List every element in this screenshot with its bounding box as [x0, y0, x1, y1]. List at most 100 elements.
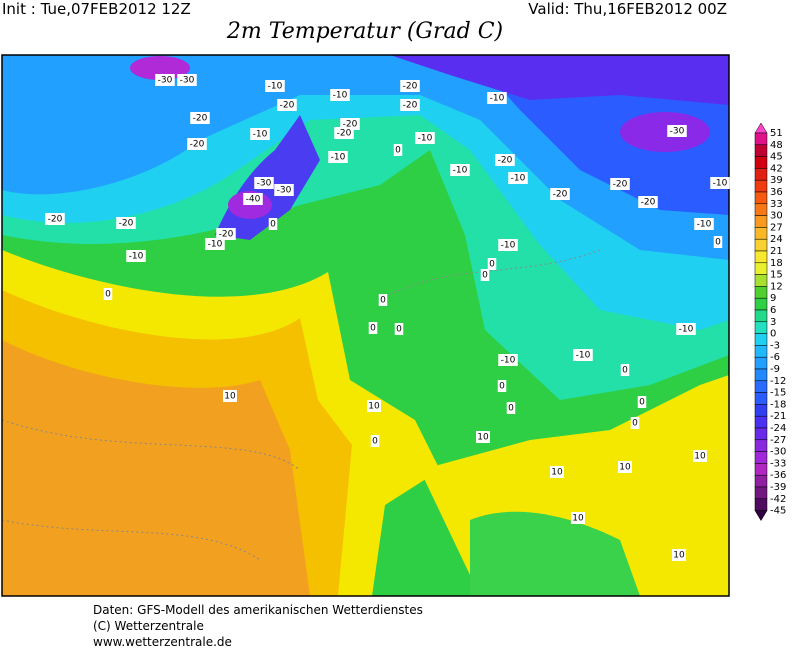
contour-label: 10: [572, 514, 584, 524]
colorbar-cell: [754, 356, 768, 370]
contour-label-box: [498, 354, 518, 366]
contour-label-box: [334, 127, 354, 139]
contour-label-box: [155, 74, 175, 86]
contour-label: -20: [280, 101, 295, 111]
contour-label-box: [637, 396, 647, 408]
contour-label: -10: [501, 241, 516, 251]
colorbar-cell: [754, 404, 768, 417]
contour-label-box: [400, 99, 420, 111]
footer-source: Daten: GFS-Modell des amerikanischen Wet…: [93, 603, 423, 617]
colorbar-label: -15: [770, 388, 786, 399]
contour-label: 10: [673, 551, 685, 561]
contour-label-box: [610, 178, 630, 190]
colorbar-label: 6: [770, 305, 776, 316]
contour-label: -10: [679, 325, 694, 335]
contour-label-box: [394, 323, 404, 335]
colorbar-cell: [754, 274, 768, 287]
colorbar-cell: [754, 368, 768, 382]
field-orange: [2, 340, 310, 596]
contour-label: 0: [105, 290, 111, 300]
colorbar-label: -6: [770, 352, 780, 363]
contour-label-box: [638, 196, 658, 208]
contour-label: 0: [508, 404, 514, 414]
contour-label: -10: [253, 130, 268, 140]
colorbar-label: 42: [770, 163, 783, 174]
colorbar-cell: [754, 191, 768, 205]
init-time: Init : Tue,07FEB2012 12Z: [2, 0, 191, 18]
contour-label: -20: [403, 82, 418, 92]
colorbar-cell: [754, 215, 768, 228]
contour-label-box: [693, 450, 707, 462]
colorbar-label: 9: [770, 293, 776, 304]
colorbar-label: 39: [770, 175, 783, 186]
contour-label: -10: [697, 220, 712, 230]
contour-label-box: [277, 99, 297, 111]
colorbar-cell: [754, 451, 768, 464]
colorbar-label: 36: [770, 187, 783, 198]
contour-label-box: [116, 217, 136, 229]
contour-label-box: [268, 218, 278, 230]
contour-label-box: [476, 431, 490, 443]
colorbar-cell: [754, 427, 768, 441]
contour-label-box: [126, 250, 146, 262]
contour-label: 0: [396, 325, 402, 335]
contour-label: -10: [490, 94, 505, 104]
colorbar-label: 18: [770, 258, 783, 269]
colorbar-label: 24: [770, 234, 783, 245]
contour-label: 10: [368, 402, 380, 412]
contour-label: 10: [477, 433, 489, 443]
contour-label-box: [187, 138, 207, 150]
colorbar-label: -45: [770, 506, 786, 517]
contour-label-box: [676, 323, 696, 335]
colorbar-cap-top: [754, 122, 768, 134]
colorbar-cell: [754, 333, 768, 346]
contour-label: 0: [639, 398, 645, 408]
contour-label-box: [480, 269, 490, 281]
contour-label-box: [450, 164, 470, 176]
colorbar-label: 30: [770, 211, 783, 222]
contour-label: -20: [337, 129, 352, 139]
contour-label-box: [508, 172, 528, 184]
contour-label: -20: [553, 190, 568, 200]
contour-label-box: [618, 461, 632, 473]
colorbar-label: -12: [770, 376, 786, 387]
contour-label-box: [216, 228, 236, 240]
contour-label-box: [368, 322, 378, 334]
contour-label: 0: [622, 366, 628, 376]
contour-label-box: [667, 125, 687, 137]
colorbar-label: -21: [770, 411, 786, 422]
contour-label-box: [330, 89, 350, 101]
contour-label-box: [498, 239, 518, 251]
contour-label-box: [415, 132, 435, 144]
colorbar-label: -24: [770, 423, 786, 434]
contour-label-box: [250, 128, 270, 140]
contour-label-box: [487, 258, 497, 270]
contour-label: 0: [372, 437, 378, 447]
contour-label-box: [103, 288, 113, 300]
colorbar-label: -27: [770, 435, 786, 446]
contour-label: 0: [715, 238, 721, 248]
contour-label-box: [550, 188, 570, 200]
footer-copyright: (C) Wetterzentrale: [93, 619, 204, 633]
colorbar-cell: [754, 439, 768, 452]
colorbar-cell: [754, 415, 768, 429]
field-purple: [100, 55, 729, 105]
contour-label-box: [254, 177, 274, 189]
colorbar-label: 21: [770, 246, 783, 257]
contour-label-box: [400, 80, 420, 92]
contour-label: 0: [482, 271, 488, 281]
contour-label: 0: [499, 382, 505, 392]
colorbar-cell: [754, 309, 768, 323]
field-green-south: [470, 511, 640, 596]
contour-label-box: [45, 213, 65, 225]
colorbar-cell: [754, 392, 768, 405]
colorbar-label: 48: [770, 140, 783, 151]
colorbar-label: 33: [770, 199, 783, 210]
contour-label-box: [550, 466, 564, 478]
colorbar-cell: [754, 132, 768, 146]
contour-label: 0: [489, 260, 495, 270]
colorbar-cell: [754, 168, 768, 181]
contour-label: 0: [380, 296, 386, 306]
map-frame: [1, 54, 730, 597]
